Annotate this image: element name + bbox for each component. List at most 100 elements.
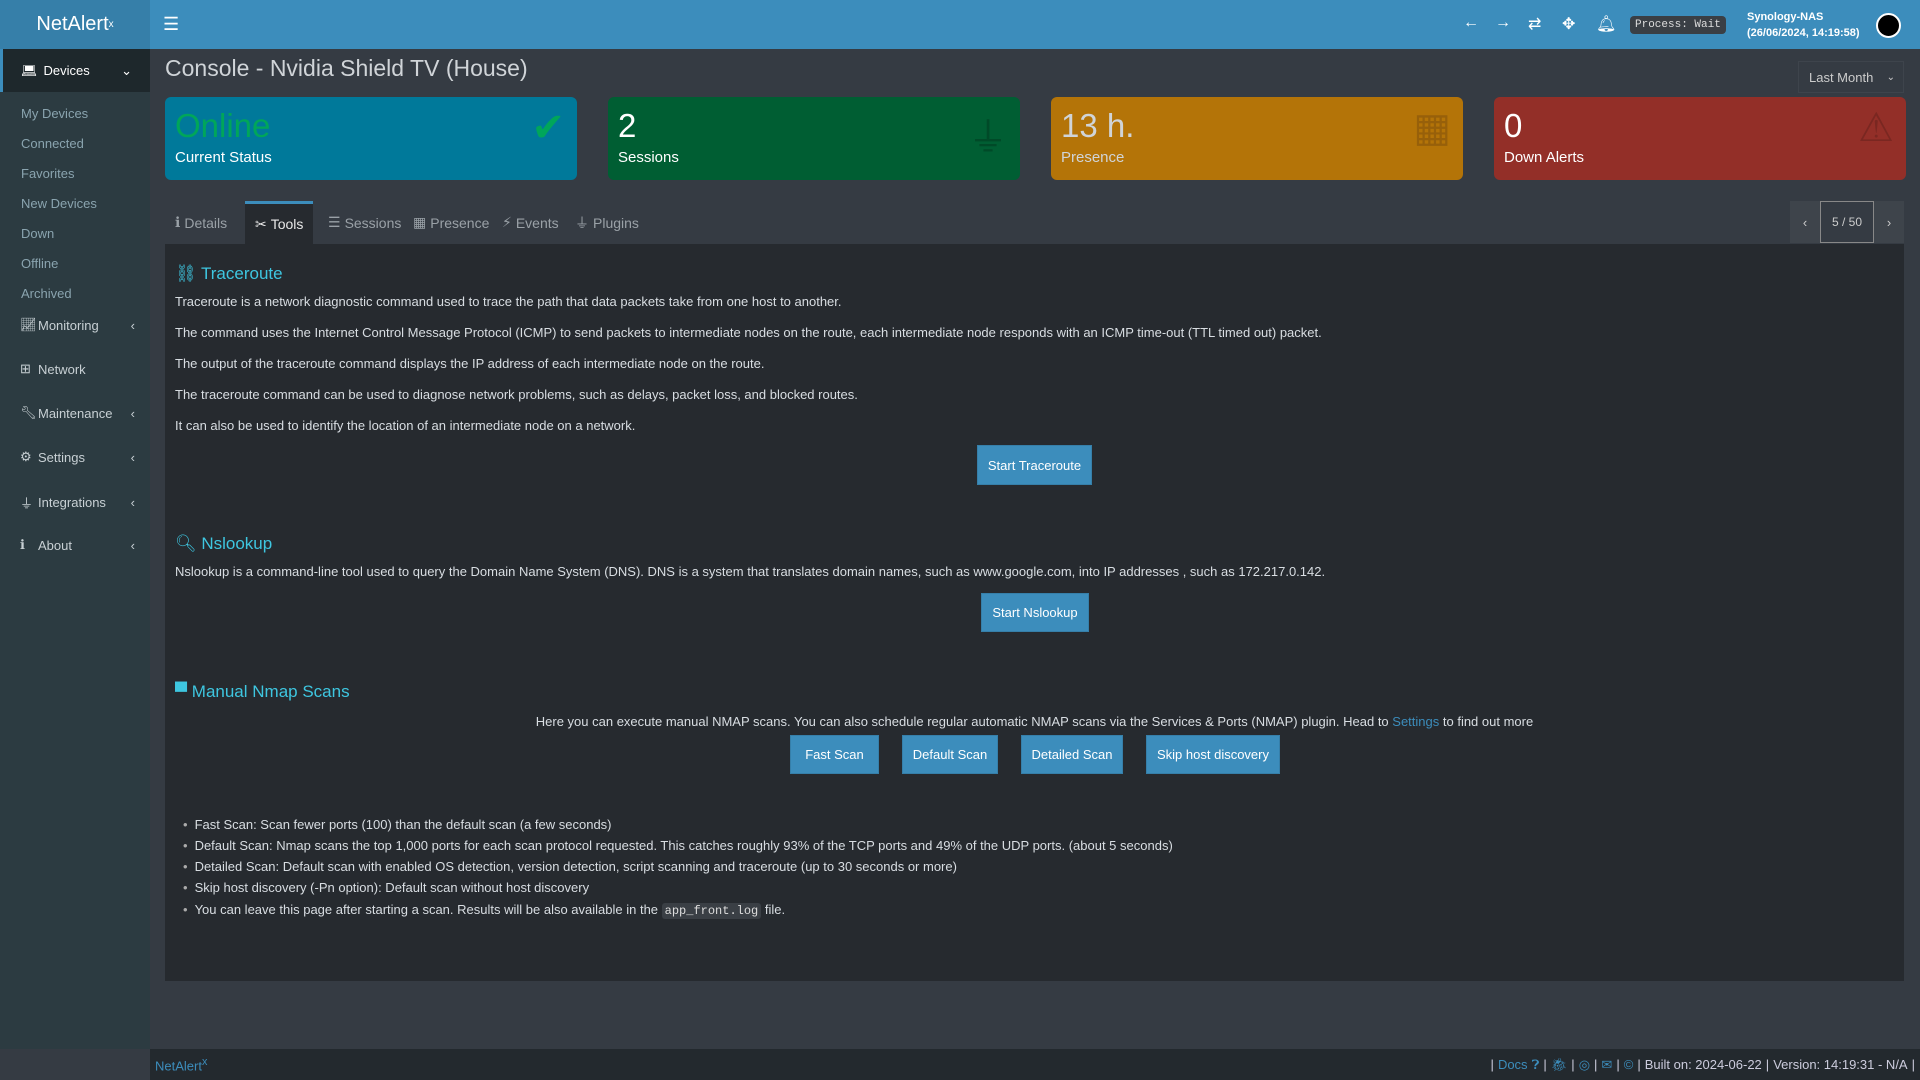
gear-icon: ⚙ — [20, 449, 32, 464]
chevron-left-icon: ‹ — [130, 317, 135, 333]
process-status: Process: Wait — [1630, 16, 1726, 34]
chevron-down-icon: ⌄ — [121, 62, 132, 78]
card-label: Current Status — [175, 149, 272, 166]
nmap-intro: Here you can execute manual NMAP scans. … — [535, 714, 1534, 729]
card-value: 13 h. — [1061, 107, 1135, 144]
laptop-icon: 💻︎ — [21, 62, 38, 78]
status-card: 2 Sessions ⏚ — [608, 97, 1020, 180]
status-card: 13 h. Presence ▦ — [1051, 97, 1463, 180]
tab-bar: ℹ Details ✂ Tools ☰ Sessions ▦ Presence ⚡︎ Events… — [165, 201, 1904, 244]
start-traceroute-button[interactable]: Start Traceroute — [977, 445, 1092, 485]
tab-events[interactable]: ⚡︎ Events — [502, 214, 559, 231]
range-select[interactable]: Last Month ⌄ — [1798, 61, 1904, 93]
build-date: Built on: 2024-06-22 — [1644, 1056, 1762, 1072]
sidebar-item-integrations[interactable]: ⏚ Integrations ‹ — [20, 495, 135, 511]
bug-icon[interactable]: 🐞︎ — [1550, 1056, 1568, 1072]
chevron-left-icon: ‹ — [130, 495, 135, 510]
back-arrow-icon[interactable]: ← — [1463, 14, 1479, 31]
card-label: Down Alerts — [1504, 149, 1585, 166]
sidebar-subitem[interactable]: Favorites — [21, 166, 75, 181]
chart-icon: 📈︎ — [20, 317, 37, 332]
ethernet-icon: ▀ — [175, 682, 192, 701]
copyright-icon[interactable]: © — [1623, 1056, 1634, 1072]
route-icon: ⛓︎ — [175, 264, 201, 283]
bell-icon[interactable]: 🔔︎ — [1596, 16, 1617, 33]
traceroute-description: It can also be used to identify the loca… — [175, 418, 636, 433]
sidebar-item-devices[interactable]: 💻︎ Devices ⌄ — [0, 49, 150, 92]
sidebar-subitem[interactable]: Connected — [21, 136, 84, 151]
settings-link[interactable]: Settings — [1392, 714, 1440, 729]
calendar-icon: ▦ — [1413, 106, 1451, 150]
avatar[interactable] — [1876, 13, 1901, 38]
sidebar-item-maintenance[interactable]: 🔧︎ Maintenance ‹ — [20, 405, 135, 421]
nslookup-heading: 🔍︎ Nslookup — [175, 534, 273, 553]
logo[interactable]: NetAlert x — [0, 0, 150, 49]
list-item: Skip host discovery (-Pn option): Defaul… — [183, 880, 590, 895]
card-label: Presence — [1061, 149, 1125, 166]
check-icon: ✔ — [531, 106, 565, 150]
bolt-icon: ⚡︎ — [502, 214, 512, 230]
sidebar-item-settings[interactable]: ⚙ Settings ‹ — [20, 449, 135, 465]
tools-panel: ⛓︎ Traceroute Traceroute is a network di… — [165, 244, 1904, 981]
start-nslookup-button[interactable]: Start Nslookup — [981, 593, 1089, 632]
footer-brand[interactable]: NetAlertx — [155, 1055, 208, 1074]
status-card: Online Current Status ✔ — [165, 97, 577, 180]
top-navbar — [0, 0, 1920, 49]
nmap-heading: ▀ Manual Nmap Scans — [175, 682, 350, 701]
traceroute-description: The command uses the Internet Control Me… — [175, 325, 1322, 340]
version: Version: 14:19:31 - N/A — [1773, 1056, 1908, 1072]
next-device-button[interactable]: › — [1874, 201, 1904, 243]
traceroute-description: The output of the traceroute command dis… — [175, 356, 765, 371]
sidebar-subitem[interactable]: Down — [21, 226, 55, 241]
sidebar-item-monitoring[interactable]: 📈︎ Monitoring ‹ — [20, 317, 135, 333]
tab-presence[interactable]: ▦ Presence — [413, 214, 490, 231]
tab-tools[interactable]: ✂ Tools — [245, 201, 314, 244]
pager-position: 5 / 50 — [1820, 201, 1874, 243]
detailed-scan-button[interactable]: Detailed Scan — [1021, 735, 1123, 774]
sidebar-item-network[interactable]: ⊞ Network — [20, 361, 86, 377]
forward-arrow-icon[interactable]: → — [1495, 14, 1511, 31]
card-value: 2 — [618, 107, 637, 144]
chevron-down-icon: ⌄ — [1886, 71, 1895, 83]
skip-host-discovery-button[interactable]: Skip host discovery — [1146, 735, 1280, 774]
github-icon[interactable]: ◎ — [1578, 1056, 1591, 1072]
tab-details[interactable]: ℹ Details — [175, 214, 228, 231]
list-item: You can leave this page after starting a… — [183, 902, 785, 919]
info-icon: ℹ — [20, 537, 25, 552]
calendar-icon: ▦ — [413, 214, 427, 230]
card-label: Sessions — [618, 149, 679, 166]
network-icon: ⊞ — [20, 361, 31, 376]
sidebar-subitem[interactable]: Archived — [21, 286, 72, 301]
host-info: Synology-NAS (26/06/2024, 14:19:58) — [1747, 11, 1860, 39]
nslookup-description: Nslookup is a command-line tool used to … — [175, 564, 1326, 579]
chevron-left-icon: ‹ — [130, 449, 135, 465]
sidebar: 💻︎ Devices ⌄ My Devices Connected Favorites N… — [0, 49, 150, 1049]
card-value: Online — [175, 107, 271, 144]
plug-icon: ⏚ — [968, 116, 1008, 160]
card-value: 0 — [1504, 107, 1523, 144]
sidebar-subitem[interactable]: Offline — [21, 256, 59, 271]
tools-icon: ✂ — [255, 215, 267, 232]
page-title: Console - Nvidia Shield TV (House) — [165, 55, 528, 81]
search-icon: 🔍︎ — [175, 534, 202, 553]
sidebar-item-about[interactable]: ℹ About ‹ — [20, 537, 135, 553]
log-filename: app_front.log — [661, 903, 762, 919]
plug-icon: ⏚ — [575, 214, 589, 231]
list-item: Default Scan: Nmap scans the top 1,000 p… — [183, 838, 1173, 853]
help-icon[interactable]: ❓︎ — [1531, 1056, 1540, 1072]
prev-device-button[interactable]: ‹ — [1790, 201, 1820, 243]
sidebar-subitem[interactable]: My Devices — [21, 106, 89, 121]
mail-icon[interactable]: ✉ — [1601, 1056, 1613, 1072]
tab-sessions[interactable]: ☰ Sessions — [328, 214, 402, 231]
device-pager: ‹ 5 / 50 › — [1790, 201, 1904, 243]
default-scan-button[interactable]: Default Scan — [902, 735, 998, 774]
fast-scan-button[interactable]: Fast Scan — [790, 735, 879, 774]
move-icon[interactable]: ✥ — [1562, 16, 1576, 33]
list-icon: ☰ — [328, 214, 341, 230]
docs-link[interactable]: Docs — [1497, 1056, 1528, 1072]
menu-toggle-icon[interactable]: ☰ — [163, 14, 180, 34]
refresh-icon[interactable]: ⇄ — [1528, 16, 1542, 33]
traceroute-description: Traceroute is a network diagnostic comma… — [175, 294, 842, 309]
tab-plugins[interactable]: ⏚ Plugins — [575, 214, 639, 231]
sidebar-subitem[interactable]: New Devices — [21, 196, 97, 211]
